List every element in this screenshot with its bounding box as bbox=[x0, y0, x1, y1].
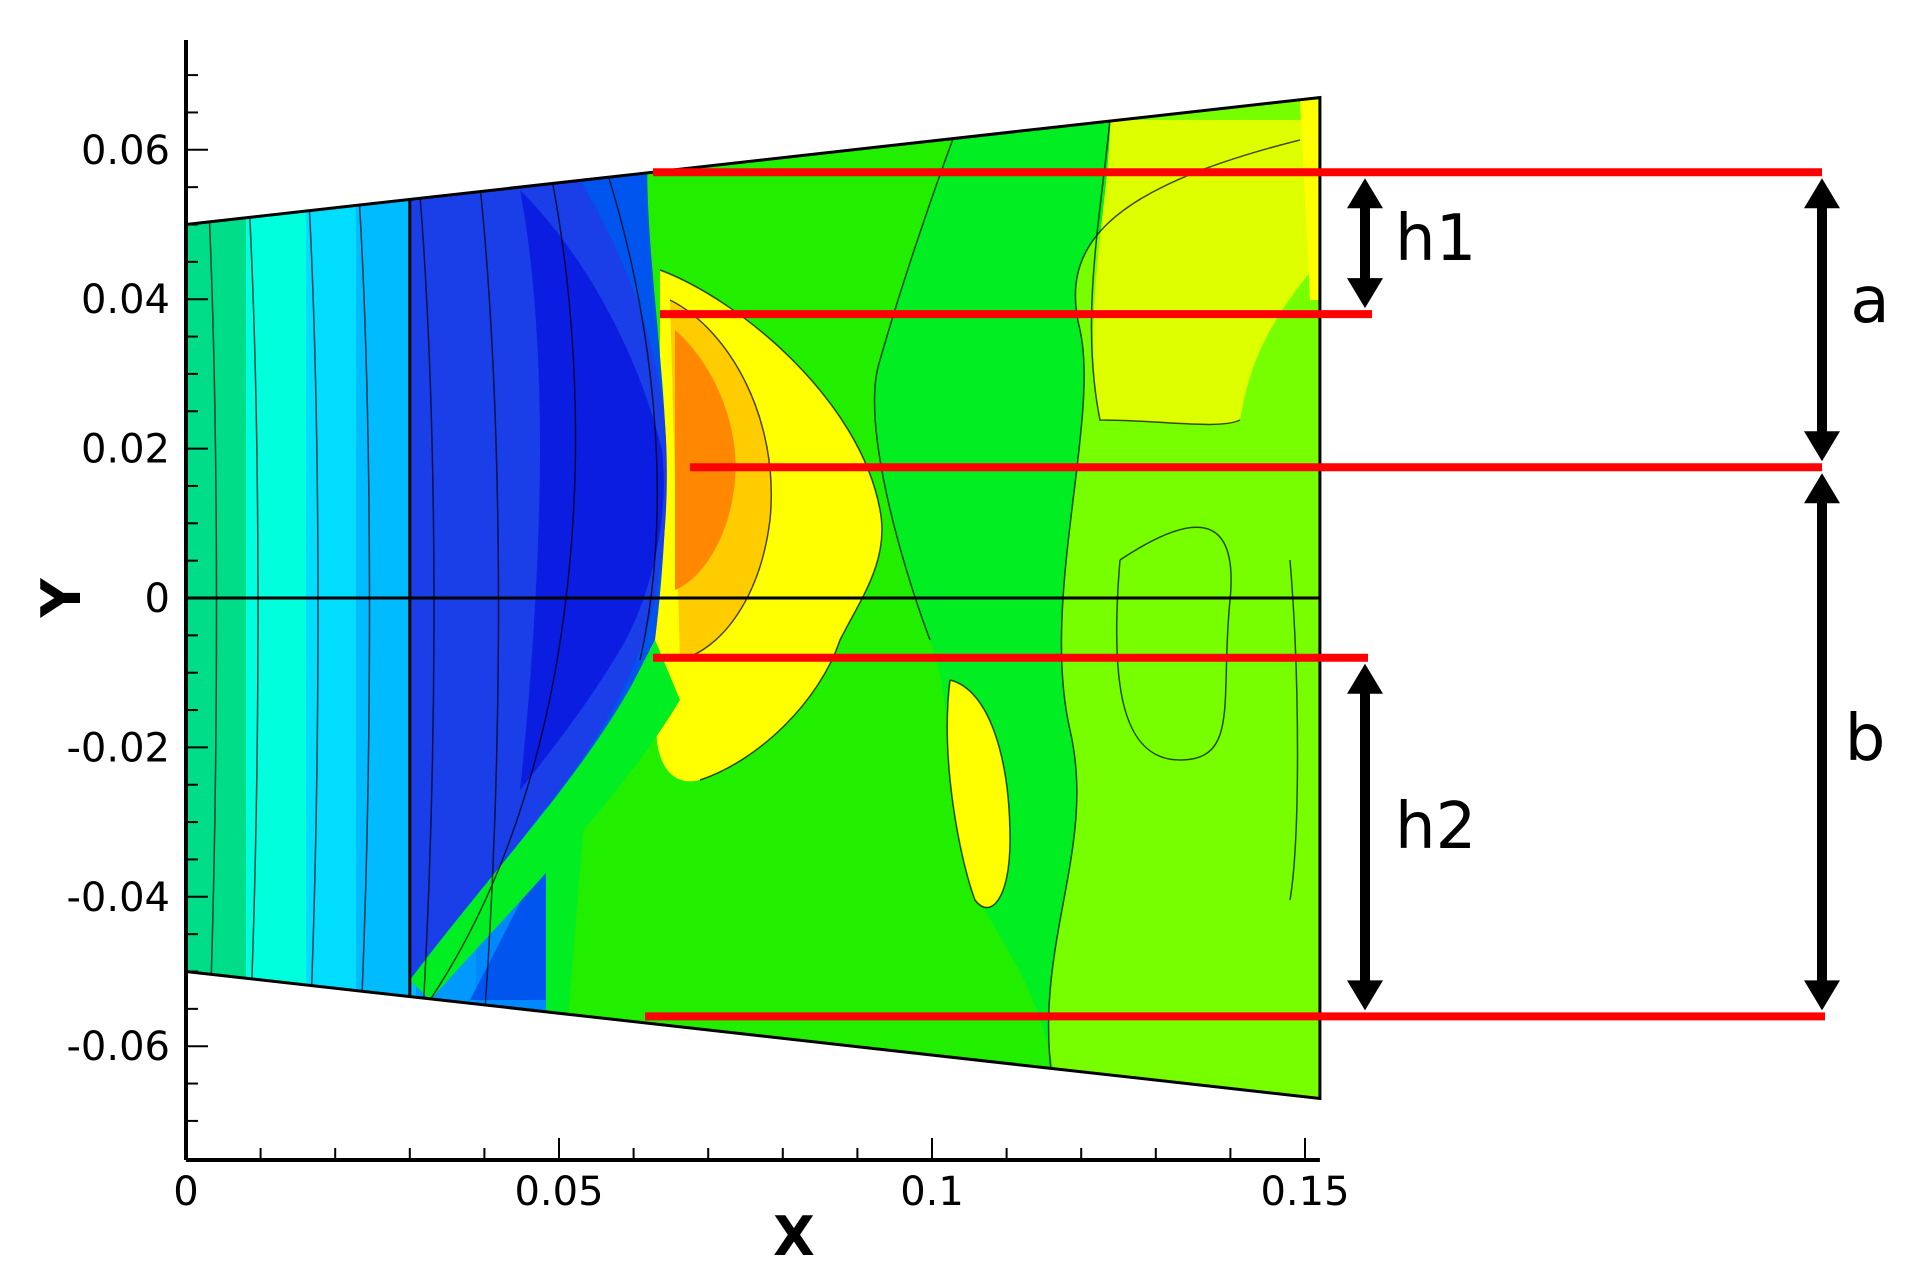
y-tick-label: 0.04 bbox=[81, 277, 170, 323]
contour-line bbox=[669, 299, 772, 661]
dimension-arrow-b-head-bottom bbox=[1804, 980, 1840, 1011]
contour-line bbox=[355, 149, 371, 1099]
contour-line bbox=[305, 149, 319, 1099]
x-axis-title: X bbox=[773, 1205, 815, 1268]
dimension-arrow-h2-head-bottom bbox=[1347, 980, 1383, 1011]
dimension-arrow-h2 bbox=[1347, 663, 1383, 1011]
contour-band bbox=[1300, 100, 1320, 300]
contour-band bbox=[520, 190, 664, 790]
contour-line bbox=[1115, 526, 1232, 761]
dimension-label-h2: h2 bbox=[1395, 790, 1476, 864]
dimension-arrow-a-head-bottom bbox=[1804, 431, 1840, 462]
contour-band bbox=[675, 330, 736, 590]
contour-band bbox=[1093, 120, 1320, 425]
y-tick-label: 0 bbox=[145, 576, 170, 622]
contour-band bbox=[356, 97, 416, 1099]
contour-band bbox=[246, 97, 306, 1099]
contour-line bbox=[429, 149, 577, 1001]
y-tick-label: -0.04 bbox=[67, 875, 171, 921]
dimension-arrow-h1-head-top bbox=[1347, 178, 1383, 209]
contour-band bbox=[306, 97, 356, 1099]
x-tick-label: 0 bbox=[173, 1169, 198, 1215]
x-tick-label: 0.05 bbox=[514, 1169, 603, 1215]
contour-line bbox=[245, 149, 259, 1099]
contour-line bbox=[475, 149, 500, 1099]
x-tick-label: 0.1 bbox=[900, 1169, 964, 1215]
dimension-arrow-h2-head-top bbox=[1347, 663, 1383, 694]
x-tick-label: 0.15 bbox=[1260, 1169, 1349, 1215]
dimension-arrow-a-head-top bbox=[1804, 178, 1840, 209]
contour-lines bbox=[205, 119, 1301, 1099]
contour-line bbox=[1047, 139, 1301, 1099]
contour-line bbox=[659, 269, 883, 781]
y-tick-label: -0.06 bbox=[67, 1024, 171, 1070]
contour-line bbox=[415, 149, 435, 1099]
dimension-arrow-a bbox=[1804, 178, 1840, 462]
contour-band bbox=[947, 680, 1010, 908]
dimension-label-b: b bbox=[1845, 702, 1886, 776]
contour-line bbox=[946, 679, 1011, 909]
y-tick-label: -0.02 bbox=[67, 725, 171, 771]
contour-band bbox=[410, 640, 680, 1000]
dimension-arrow-b bbox=[1804, 473, 1840, 1011]
y-axis-title: Y bbox=[30, 578, 93, 619]
annotations: h1 a h2 b bbox=[645, 168, 1890, 1021]
dimension-label-a: a bbox=[1850, 264, 1889, 338]
dimension-arrow-h1-head-bottom bbox=[1347, 278, 1383, 309]
contour-field bbox=[186, 97, 1320, 1099]
dimension-arrow-h1 bbox=[1347, 178, 1383, 309]
axes: 0 0.05 0.1 0.15 0.06 0.04 0.02 0 -0.02 -0.04 -0.06 bbox=[67, 40, 1350, 1215]
y-tick-label: 0.06 bbox=[81, 128, 170, 174]
contour-line bbox=[1289, 559, 1299, 901]
contour-line bbox=[1090, 119, 1241, 426]
contour-line bbox=[873, 119, 961, 641]
y-tick-label: 0.02 bbox=[81, 427, 170, 473]
dimension-arrow-b-head-top bbox=[1804, 473, 1840, 504]
dimension-label-h1: h1 bbox=[1395, 202, 1476, 276]
